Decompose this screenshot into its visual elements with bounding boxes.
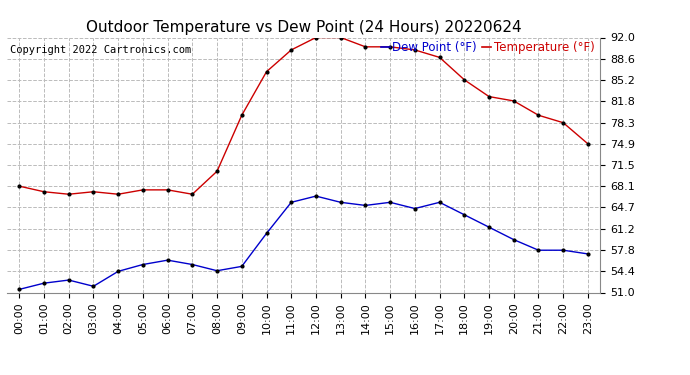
Text: Copyright 2022 Cartronics.com: Copyright 2022 Cartronics.com	[10, 45, 191, 55]
Title: Outdoor Temperature vs Dew Point (24 Hours) 20220624: Outdoor Temperature vs Dew Point (24 Hou…	[86, 20, 522, 35]
Legend: Dew Point (°F), Temperature (°F): Dew Point (°F), Temperature (°F)	[381, 41, 594, 54]
